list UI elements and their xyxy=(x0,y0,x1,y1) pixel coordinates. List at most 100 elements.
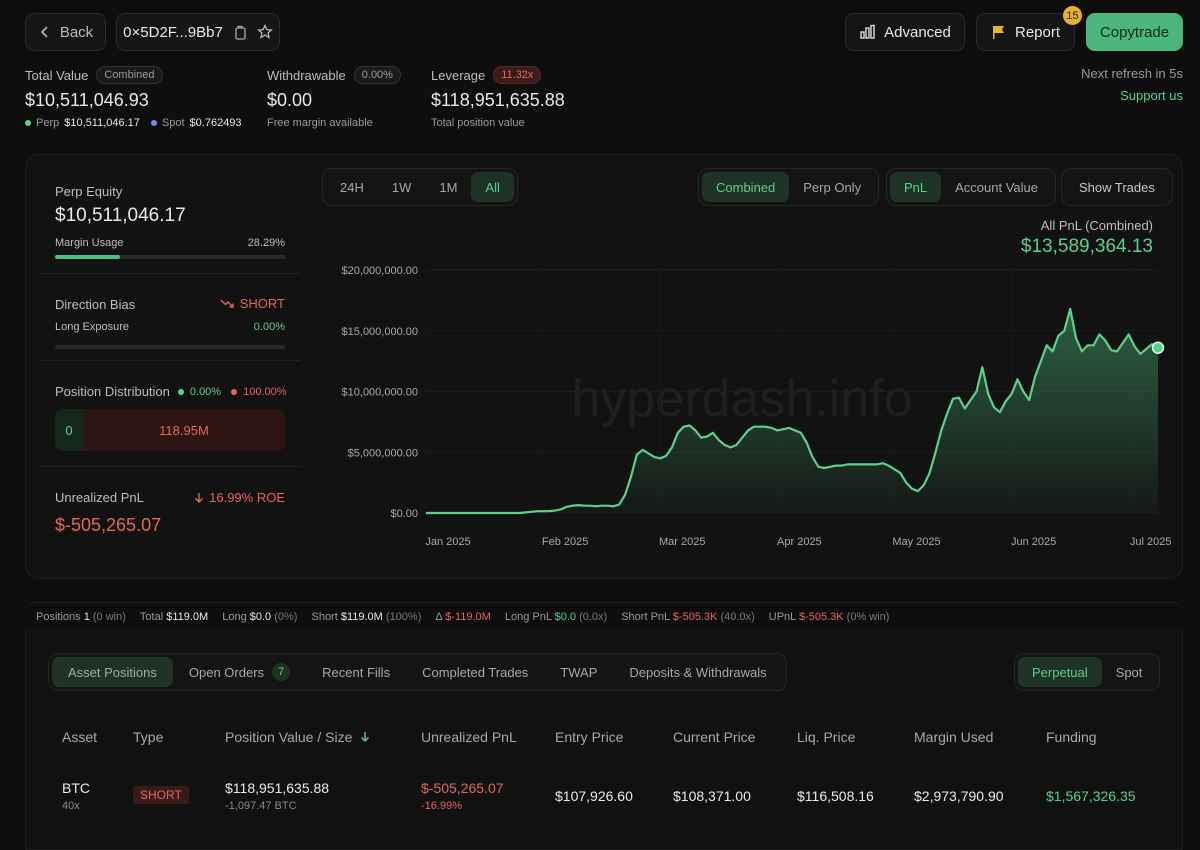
metric-account-value[interactable]: Account Value xyxy=(955,179,1039,195)
range-1m[interactable]: 1M xyxy=(439,179,458,195)
row-leverage: 40x xyxy=(62,800,80,812)
row-entry-price: $107,926.60 xyxy=(555,788,633,804)
dist-short-segment: 118.95M xyxy=(83,409,285,451)
next-refresh-text: Next refresh in 5s xyxy=(1081,66,1183,81)
advanced-label: Advanced xyxy=(884,23,951,41)
short-pnl-label: Short PnL xyxy=(621,610,670,623)
star-icon[interactable] xyxy=(256,24,273,40)
direction-bias-label: Direction Bias xyxy=(55,297,136,312)
spot-label: Spot xyxy=(161,117,185,129)
show-trades-label: Show Trades xyxy=(1079,179,1155,195)
delta-label: Δ xyxy=(435,610,443,623)
range-1w[interactable]: 1W xyxy=(391,179,412,195)
roe-wrap: 16.99% ROE xyxy=(194,490,285,505)
tab-label: Completed Trades xyxy=(422,664,529,680)
perp-dot xyxy=(25,120,31,126)
copytrade-label: Copytrade xyxy=(1099,23,1170,41)
pnl-line xyxy=(426,307,1159,515)
leverage-sub: Total position value xyxy=(431,117,525,129)
support-link[interactable]: Support us xyxy=(1120,88,1183,103)
y-tick-label: $0.00 xyxy=(390,508,418,520)
chart-watermark: hyperdash.info xyxy=(571,370,912,428)
row-size: -1,097.47 BTC xyxy=(225,800,297,812)
perp-equity-value: $10,511,046.17 xyxy=(55,205,186,226)
total-value-sum: $119.0M xyxy=(166,610,209,623)
total-value: $10,511,046.93 xyxy=(25,90,149,110)
tab-asset-positions[interactable]: Asset Positions xyxy=(52,657,173,687)
long-exposure-value: 0.00% xyxy=(253,321,285,333)
short-pct: (100%) xyxy=(385,610,422,623)
withdrawable-label: Withdrawable xyxy=(267,67,346,83)
col-funding: Funding xyxy=(1046,729,1097,745)
dist-long-segment: 0 xyxy=(55,409,83,451)
col-liq-price: Liq. Price xyxy=(797,729,856,745)
market-spot[interactable]: Spot xyxy=(1115,664,1143,680)
long-label: Long xyxy=(222,610,247,623)
row-type-badge: SHORT xyxy=(133,786,189,804)
open-orders-count-badge: 7 xyxy=(272,663,291,681)
row-funding: $1,567,326.35 xyxy=(1046,788,1136,804)
upnl-win: (0% win) xyxy=(846,610,890,623)
range-24h[interactable]: 24H xyxy=(340,179,364,195)
roe-value: 16.99% ROE xyxy=(209,490,285,505)
leverage-block: Leverage 11.32x $118,951,635.88 Total po… xyxy=(431,66,565,129)
report-label: Report xyxy=(1014,23,1061,41)
direction-bias-value: SHORT xyxy=(239,296,285,311)
long-pnl-x: (0.0x) xyxy=(579,610,608,623)
range-selector: 24H 1W 1M All xyxy=(322,168,518,206)
tab-twap[interactable]: TWAP xyxy=(544,657,613,687)
arrow-down-icon xyxy=(194,492,204,504)
tab-recent-fills[interactable]: Recent Fills xyxy=(306,657,406,687)
perp-value: $10,511,046.17 xyxy=(64,117,140,129)
tab-deposits-withdrawals[interactable]: Deposits & Withdrawals xyxy=(613,657,782,687)
col-position-value[interactable]: Position Value / Size xyxy=(225,729,370,745)
long-pnl-label: Long PnL xyxy=(504,610,552,623)
withdrawable-value: $0.00 xyxy=(267,90,313,110)
positions-tabs: Asset Positions Open Orders 7 Recent Fills C… xyxy=(48,653,787,691)
x-tick-label: May 2025 xyxy=(892,536,940,548)
back-button[interactable]: Back xyxy=(25,13,106,51)
x-tick-label: Jul 2025 xyxy=(1130,536,1172,548)
col-margin-used: Margin Used xyxy=(914,729,994,745)
flag-icon xyxy=(991,24,1007,40)
mode-perp-only[interactable]: Perp Only xyxy=(803,179,862,195)
unrealized-pnl-value: $-505,265.07 xyxy=(55,515,162,535)
x-tick-label: Apr 2025 xyxy=(777,536,822,548)
copy-icon[interactable] xyxy=(233,25,247,40)
tab-open-orders[interactable]: Open Orders 7 xyxy=(173,657,306,687)
col-position-value-label: Position Value / Size xyxy=(225,729,353,745)
tab-label: Deposits & Withdrawals xyxy=(629,664,767,680)
tab-completed-trades[interactable]: Completed Trades xyxy=(406,657,544,687)
upnl-label: UPnL xyxy=(768,610,796,623)
market-perpetual[interactable]: Perpetual xyxy=(1018,657,1102,687)
advanced-button[interactable]: Advanced xyxy=(845,13,965,51)
short-value: $119.0M xyxy=(340,610,383,623)
long-value: $0.0 xyxy=(249,610,272,623)
dist-long-pct: 0.00% xyxy=(189,385,222,398)
margin-usage-label: Margin Usage xyxy=(55,237,124,249)
y-tick-label: $20,000,000.00 xyxy=(342,265,418,277)
copytrade-button[interactable]: Copytrade xyxy=(1086,13,1183,51)
unrealized-pnl-label: Unrealized PnL xyxy=(55,490,144,505)
upnl-value: $-505.3K xyxy=(798,610,844,623)
report-button[interactable]: Report xyxy=(976,13,1075,51)
position-distribution-header: Position Distribution 0.00% 100.00% xyxy=(55,384,287,399)
metric-pnl[interactable]: PnL xyxy=(890,172,942,202)
col-unrealized-pnl: Unrealized PnL xyxy=(421,729,517,745)
row-upnl: $-505,265.07 xyxy=(421,780,504,796)
pnl-area xyxy=(426,308,1158,513)
x-tick-label: Jun 2025 xyxy=(1011,536,1056,548)
range-all[interactable]: All xyxy=(471,172,514,202)
tab-label: TWAP xyxy=(560,664,598,680)
withdrawable-sub: Free margin available xyxy=(267,117,373,129)
mode-selector: Combined Perp Only xyxy=(698,168,880,206)
wallet-address: 0×5D2F...9Bb7 xyxy=(123,23,223,41)
withdrawable-block: Withdrawable 0.00% $0.00 Free margin ava… xyxy=(267,66,401,129)
perp-equity-label: Perp Equity xyxy=(55,184,123,199)
trend-down-icon xyxy=(220,298,234,310)
pnl-last-point xyxy=(1151,341,1165,355)
dist-short-pct: 100.00% xyxy=(243,385,287,398)
show-trades-button[interactable]: Show Trades xyxy=(1061,168,1173,206)
mode-combined[interactable]: Combined xyxy=(702,172,790,202)
bar-chart-icon xyxy=(859,24,876,40)
